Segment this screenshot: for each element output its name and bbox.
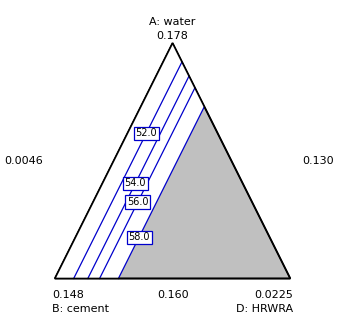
Text: 0.178: 0.178 (156, 31, 189, 41)
Text: 0.0225: 0.0225 (254, 290, 293, 300)
Polygon shape (55, 43, 204, 278)
Polygon shape (55, 43, 290, 278)
Text: 0.148: 0.148 (52, 290, 84, 300)
Text: 56.0: 56.0 (127, 197, 148, 207)
Text: 52.0: 52.0 (136, 128, 157, 138)
Text: B: cement: B: cement (52, 305, 110, 314)
Text: 0.130: 0.130 (302, 156, 334, 166)
Text: 0.0046: 0.0046 (4, 156, 43, 166)
Text: A: water: A: water (149, 17, 196, 26)
Text: 54.0: 54.0 (125, 178, 146, 188)
Text: D: HRWRA: D: HRWRA (236, 305, 293, 314)
Text: 0.160: 0.160 (157, 290, 188, 300)
Text: 58.0: 58.0 (128, 232, 150, 242)
